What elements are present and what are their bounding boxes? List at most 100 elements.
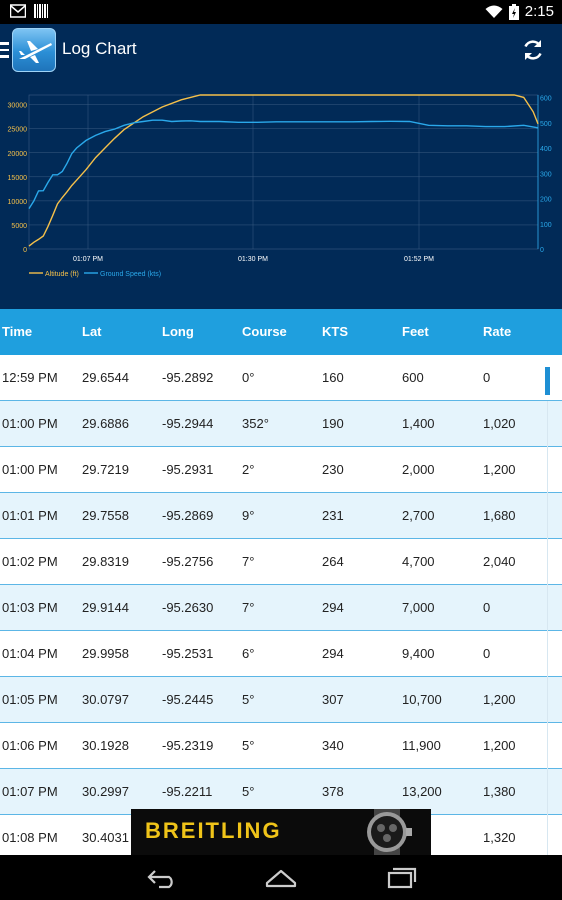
table-row[interactable]: 01:06 PM 30.1928 -95.2319 5° 340 11,900 … [0,723,562,769]
legend-label-ground-speed: Ground Speed (kts) [100,271,161,278]
cell-lat: 29.8319 [82,554,129,569]
cell-lat: 30.1928 [82,738,129,753]
row-divider [547,677,548,723]
cell-rate: 1,200 [483,692,516,707]
log-table[interactable]: 12:59 PM 29.6544 -95.2892 0° 160 600 0 0… [0,355,562,855]
cell-long: -95.2211 [162,784,213,799]
y-left-tick-label: 15000 [8,175,28,182]
cell-time: 01:04 PM [2,646,58,661]
cell-time: 01:06 PM [2,738,58,753]
cell-rate: 2,040 [483,554,516,569]
gmail-icon [10,4,26,18]
table-row[interactable]: 12:59 PM 29.6544 -95.2892 0° 160 600 0 [0,355,562,401]
menu-icon[interactable] [0,42,9,58]
battery-charging-icon [508,3,519,20]
row-divider [547,723,548,769]
cell-lat: 30.2997 [82,784,129,799]
table-row[interactable]: 01:00 PM 29.7219 -95.2931 2° 230 2,000 1… [0,447,562,493]
y-right-tick-label: 0 [540,247,544,254]
cell-time: 01:08 PM [2,830,58,845]
cell-lat: 29.9144 [82,600,129,615]
cell-feet: 2,700 [402,508,435,523]
cell-course: 0° [242,370,255,385]
table-row[interactable]: 01:03 PM 29.9144 -95.2630 7° 294 7,000 0 [0,585,562,631]
cell-time: 01:05 PM [2,692,58,707]
cell-rate: 1,200 [483,462,516,477]
x-tick-label: 01:30 PM [238,256,268,263]
row-divider [547,815,548,855]
cell-lat: 29.9958 [82,646,129,661]
y-right-tick-label: 100 [540,222,552,229]
table-row[interactable]: 01:05 PM 30.0797 -95.2445 5° 307 10,700 … [0,677,562,723]
cell-course: 6° [242,646,255,661]
y-left-tick-label: 10000 [8,199,28,206]
log-chart: 0 5000 10000 15000 20000 25000 30000 0 100 200 300… [0,76,562,309]
table-row[interactable]: 01:01 PM 29.7558 -95.2869 9° 231 2,700 1… [0,493,562,539]
cell-rate: 1,200 [483,738,516,753]
cell-kts: 264 [322,554,344,569]
column-header-feet[interactable]: Feet [402,324,429,339]
cell-kts: 160 [322,370,344,385]
cell-kts: 378 [322,784,344,799]
altitude-series-line [28,94,539,247]
ad-banner[interactable]: BREITLING [131,809,431,855]
column-header-rate[interactable]: Rate [483,324,512,339]
y-left-tick-label: 25000 [8,127,28,134]
cell-rate: 1,680 [483,508,516,523]
cell-long: -95.2931 [162,462,214,477]
cell-course: 2° [242,462,255,477]
table-row[interactable]: 01:02 PM 29.8319 -95.2756 7° 264 4,700 2… [0,539,562,585]
table-row[interactable]: 01:04 PM 29.9958 -95.2531 6° 294 9,400 0 [0,631,562,677]
y-left-tick-label: 0 [23,247,27,254]
home-icon[interactable] [264,867,298,889]
column-header-long[interactable]: Long [162,324,194,339]
column-header-time[interactable]: Time [2,324,33,339]
y-left-tick-label: 5000 [11,223,27,230]
y-right-tick-label: 500 [540,121,552,128]
cell-long: -95.2319 [162,738,214,753]
legend-label-altitude: Altitude (ft) [45,271,79,278]
column-header-kts[interactable]: KTS [322,324,348,339]
row-divider [547,769,548,815]
refresh-icon[interactable] [520,37,546,63]
table-header: Time Lat Long Course KTS Feet Rate [0,309,562,355]
cell-kts: 231 [322,508,344,523]
cell-kts: 190 [322,416,344,431]
cell-time: 01:00 PM [2,462,58,477]
y-left-tick-label: 20000 [8,151,28,158]
back-icon[interactable] [145,867,179,889]
column-header-course[interactable]: Course [242,324,287,339]
cell-kts: 230 [322,462,344,477]
system-nav-bar [0,855,562,900]
recent-apps-icon[interactable] [385,867,419,889]
cell-feet: 13,200 [402,784,442,799]
cell-course: 5° [242,692,255,707]
cell-lat: 29.7219 [82,462,129,477]
cell-kts: 294 [322,646,344,661]
row-divider [547,447,548,493]
cell-rate: 0 [483,370,491,385]
table-row[interactable]: 01:00 PM 29.6886 -95.2944 352° 190 1,400… [0,401,562,447]
column-header-lat[interactable]: Lat [82,324,102,339]
cell-feet: 2,000 [402,462,435,477]
cell-time: 01:03 PM [2,600,58,615]
cell-lat: 30.0797 [82,692,129,707]
cell-time: 01:02 PM [2,554,58,569]
status-time: 2:15 [524,3,554,20]
cell-course: 352° [242,416,269,431]
table-row[interactable]: 01:07 PM 30.2997 -95.2211 5° 378 13,200 … [0,769,562,815]
cell-lat: 29.6886 [82,416,129,431]
y-left-tick-label: 30000 [8,103,28,110]
cell-course: 5° [242,784,255,799]
barcode-icon [34,4,48,18]
scrollbar-thumb[interactable] [545,367,550,395]
cell-course: 7° [242,554,255,569]
airplane-logo-icon[interactable] [12,28,56,72]
cell-long: -95.2756 [162,554,214,569]
ad-brand-text: BREITLING [145,818,282,843]
row-divider [547,401,548,447]
cell-kts: 340 [322,738,344,753]
cell-long: -95.2944 [162,416,214,431]
cell-lat: 30.4031 [82,830,129,845]
cell-feet: 10,700 [402,692,442,707]
